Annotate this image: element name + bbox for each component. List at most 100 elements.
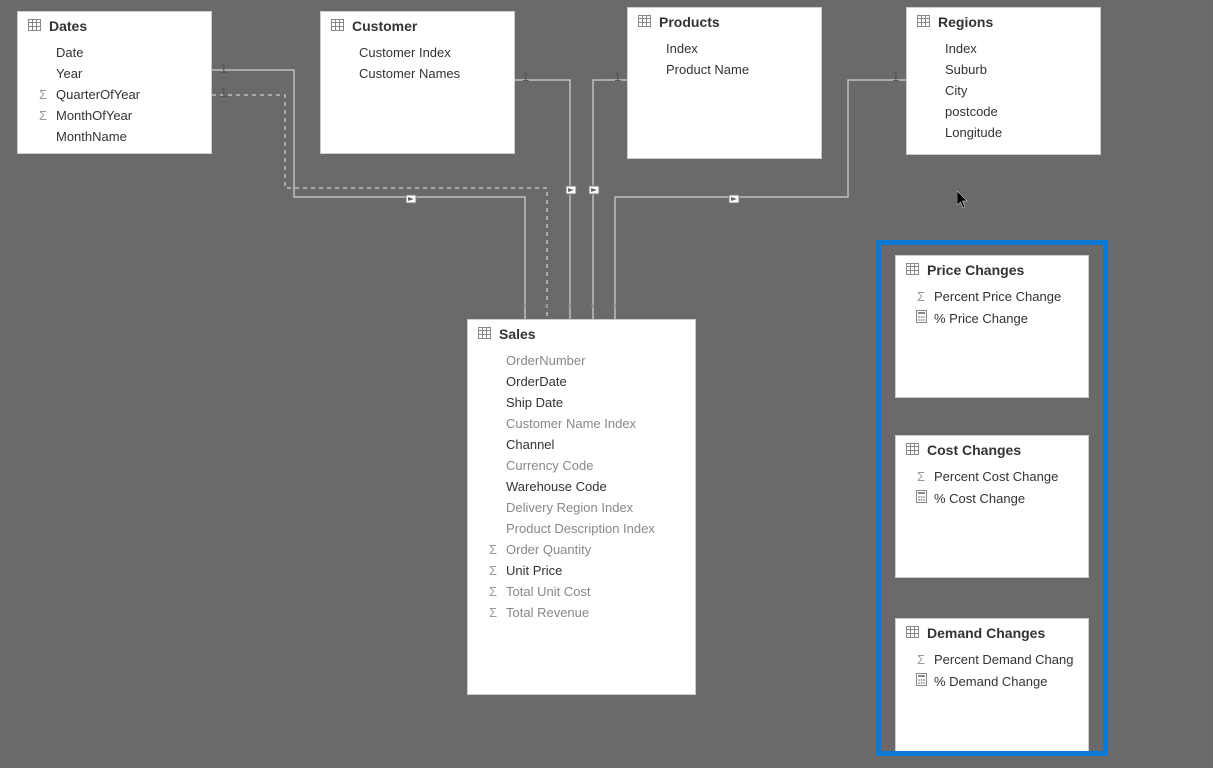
table-field[interactable]: Currency Code <box>468 455 695 476</box>
table-field[interactable]: Σ Total Unit Cost <box>468 581 695 602</box>
table-field-list: Index Suburb City postcode Longitude <box>907 36 1100 154</box>
cardinality-many: * <box>590 301 595 315</box>
table-field[interactable]: Product Name <box>628 59 821 80</box>
sigma-icon: Σ <box>39 87 47 102</box>
field-label: Customer Names <box>359 66 460 81</box>
field-label: MonthName <box>56 129 127 144</box>
cardinality-one: 1 <box>892 69 899 84</box>
table-field[interactable]: OrderNumber <box>468 350 695 371</box>
cardinality-one: 1 <box>522 69 529 84</box>
table-products[interactable]: Products Index Product Name <box>627 7 822 159</box>
table-icon <box>638 15 651 30</box>
table-title: Customer <box>352 18 417 34</box>
field-label: OrderNumber <box>506 353 585 368</box>
table-field[interactable]: Longitude <box>907 122 1100 143</box>
table-field[interactable]: Index <box>628 38 821 59</box>
filter-direction-icon <box>729 195 739 203</box>
table-field[interactable]: Channel <box>468 434 695 455</box>
field-label: Currency Code <box>506 458 593 473</box>
field-label: Customer Index <box>359 45 451 60</box>
field-label: Suburb <box>945 62 987 77</box>
relationship-line[interactable] <box>593 80 627 319</box>
table-icon <box>331 19 344 34</box>
table-field[interactable]: Ship Date <box>468 392 695 413</box>
table-field[interactable]: Product Description Index <box>468 518 695 539</box>
table-field[interactable]: Σ Total Revenue <box>468 602 695 623</box>
table-field[interactable]: City <box>907 80 1100 101</box>
field-label: Unit Price <box>506 563 562 578</box>
sigma-icon: Σ <box>489 605 497 620</box>
table-field[interactable]: Warehouse Code <box>468 476 695 497</box>
mouse-cursor <box>957 191 969 209</box>
table-icon <box>917 15 930 30</box>
cardinality-one: 1 <box>220 85 227 100</box>
field-label: Product Description Index <box>506 521 655 536</box>
filter-direction-icon <box>406 195 416 203</box>
field-label: Year <box>56 66 82 81</box>
sigma-icon: Σ <box>489 542 497 557</box>
field-label: Ship Date <box>506 395 563 410</box>
cardinality-many: * <box>612 301 617 315</box>
table-field[interactable]: Σ MonthOfYear <box>18 105 211 126</box>
table-field[interactable]: Date <box>18 42 211 63</box>
field-label: Channel <box>506 437 554 452</box>
field-label: City <box>945 83 967 98</box>
sigma-icon: Σ <box>489 563 497 578</box>
table-icon <box>478 327 491 342</box>
field-label: Total Revenue <box>506 605 589 620</box>
table-field[interactable]: Suburb <box>907 59 1100 80</box>
field-label: Index <box>945 41 977 56</box>
table-field-list: Index Product Name <box>628 36 821 158</box>
table-title: Sales <box>499 326 536 342</box>
sigma-icon: Σ <box>489 584 497 599</box>
field-label: Warehouse Code <box>506 479 607 494</box>
table-header[interactable]: Sales <box>468 320 695 348</box>
table-header[interactable]: Dates <box>18 12 211 40</box>
table-field[interactable]: Σ Unit Price <box>468 560 695 581</box>
filter-direction-icon <box>566 186 576 194</box>
table-field-list: Customer Index Customer Names <box>321 40 514 153</box>
table-field[interactable]: postcode <box>907 101 1100 122</box>
table-field[interactable]: Year <box>18 63 211 84</box>
table-title: Regions <box>938 14 993 30</box>
table-field[interactable]: Customer Name Index <box>468 413 695 434</box>
field-label: Total Unit Cost <box>506 584 591 599</box>
table-customer[interactable]: Customer Customer Index Customer Names <box>320 11 515 154</box>
table-field-list: OrderNumber OrderDate Ship Date Customer Na… <box>468 348 695 694</box>
cardinality-many: * <box>567 301 572 315</box>
table-dates[interactable]: DatesDateYearΣQuarterOfYearΣMonthOfYearM… <box>17 11 212 154</box>
table-field-list: DateYearΣQuarterOfYearΣMonthOfYearMonthN… <box>18 40 211 153</box>
field-label: Delivery Region Index <box>506 500 633 515</box>
table-field[interactable]: OrderDate <box>468 371 695 392</box>
table-icon <box>28 19 41 34</box>
table-field[interactable]: MonthName <box>18 126 211 147</box>
field-label: Longitude <box>945 125 1002 140</box>
field-label: Customer Name Index <box>506 416 636 431</box>
field-label: Date <box>56 45 83 60</box>
table-header[interactable]: Products <box>628 8 821 36</box>
field-label: Index <box>666 41 698 56</box>
table-field[interactable]: Index <box>907 38 1100 59</box>
table-header[interactable]: Regions <box>907 8 1100 36</box>
field-label: Order Quantity <box>506 542 591 557</box>
field-label: postcode <box>945 104 998 119</box>
table-field[interactable]: Customer Index <box>321 42 514 63</box>
table-field[interactable]: Delivery Region Index <box>468 497 695 518</box>
cardinality-one: 1 <box>614 69 621 84</box>
relationship-line[interactable] <box>515 80 570 319</box>
cardinality-many: * <box>522 301 527 315</box>
field-label: MonthOfYear <box>56 108 132 123</box>
cardinality-one: 1 <box>220 61 227 76</box>
table-header[interactable]: Customer <box>321 12 514 40</box>
table-title: Dates <box>49 18 87 34</box>
table-field[interactable]: ΣQuarterOfYear <box>18 84 211 105</box>
selection-highlight <box>876 240 1108 756</box>
cardinality-many: * <box>544 301 549 315</box>
table-title: Products <box>659 14 720 30</box>
sigma-icon: Σ <box>39 108 47 123</box>
table-sales[interactable]: Sales OrderNumber OrderDate Ship Date Custom… <box>467 319 696 695</box>
table-field[interactable]: Customer Names <box>321 63 514 84</box>
table-regions[interactable]: Regions Index Suburb City postcode Longitude <box>906 7 1101 155</box>
table-field[interactable]: Σ Order Quantity <box>468 539 695 560</box>
field-label: Product Name <box>666 62 749 77</box>
